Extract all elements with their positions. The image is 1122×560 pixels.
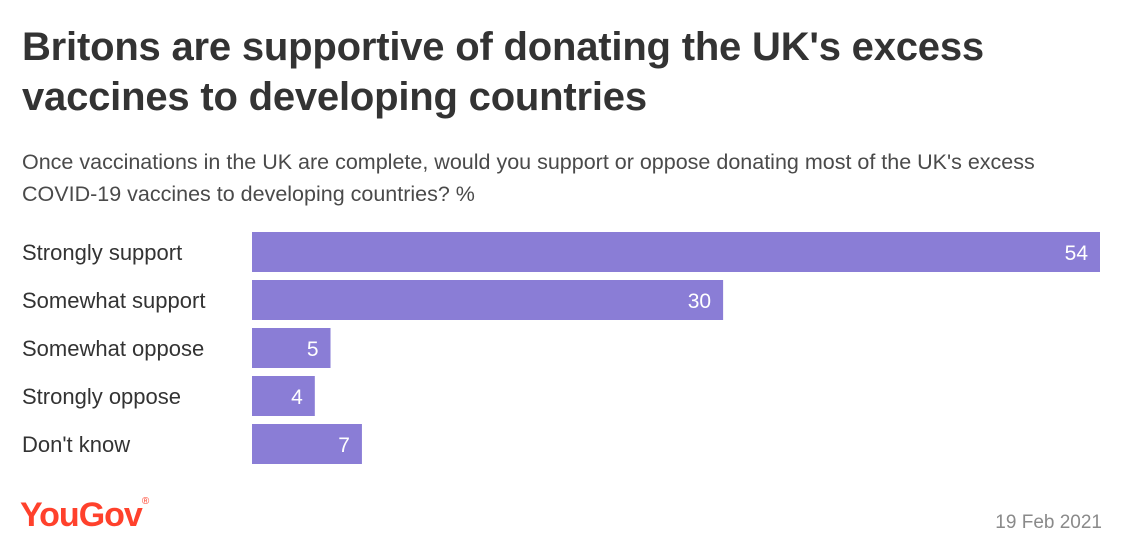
bar bbox=[252, 424, 362, 464]
yougov-logo: YouGov® bbox=[20, 496, 149, 535]
data-label: 5 bbox=[307, 338, 319, 361]
category-label: Somewhat support bbox=[22, 288, 205, 313]
chart-subtitle: Once vaccinations in the UK are complete… bbox=[22, 150, 1035, 206]
bar bbox=[252, 280, 724, 320]
bar bbox=[252, 376, 315, 416]
logo-text: YouGov bbox=[20, 496, 143, 534]
data-label: 30 bbox=[688, 290, 711, 313]
registered-mark-icon: ® bbox=[141, 495, 150, 507]
bar bbox=[252, 328, 331, 368]
category-label: Strongly support bbox=[22, 240, 182, 265]
data-label: 54 bbox=[1065, 242, 1089, 265]
chart-title: Britons are supportive of donating the U… bbox=[22, 25, 984, 119]
publication-date: 19 Feb 2021 bbox=[995, 512, 1102, 533]
data-label: 7 bbox=[338, 434, 350, 457]
category-label: Strongly oppose bbox=[22, 384, 181, 409]
data-label: 4 bbox=[291, 386, 303, 409]
category-label: Somewhat oppose bbox=[22, 336, 204, 361]
category-label: Don't know bbox=[22, 432, 130, 457]
bar bbox=[252, 232, 1100, 272]
